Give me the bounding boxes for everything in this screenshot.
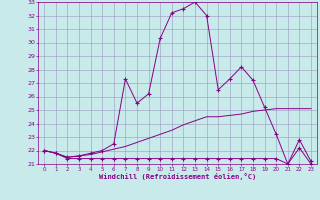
X-axis label: Windchill (Refroidissement éolien,°C): Windchill (Refroidissement éolien,°C)	[99, 173, 256, 180]
